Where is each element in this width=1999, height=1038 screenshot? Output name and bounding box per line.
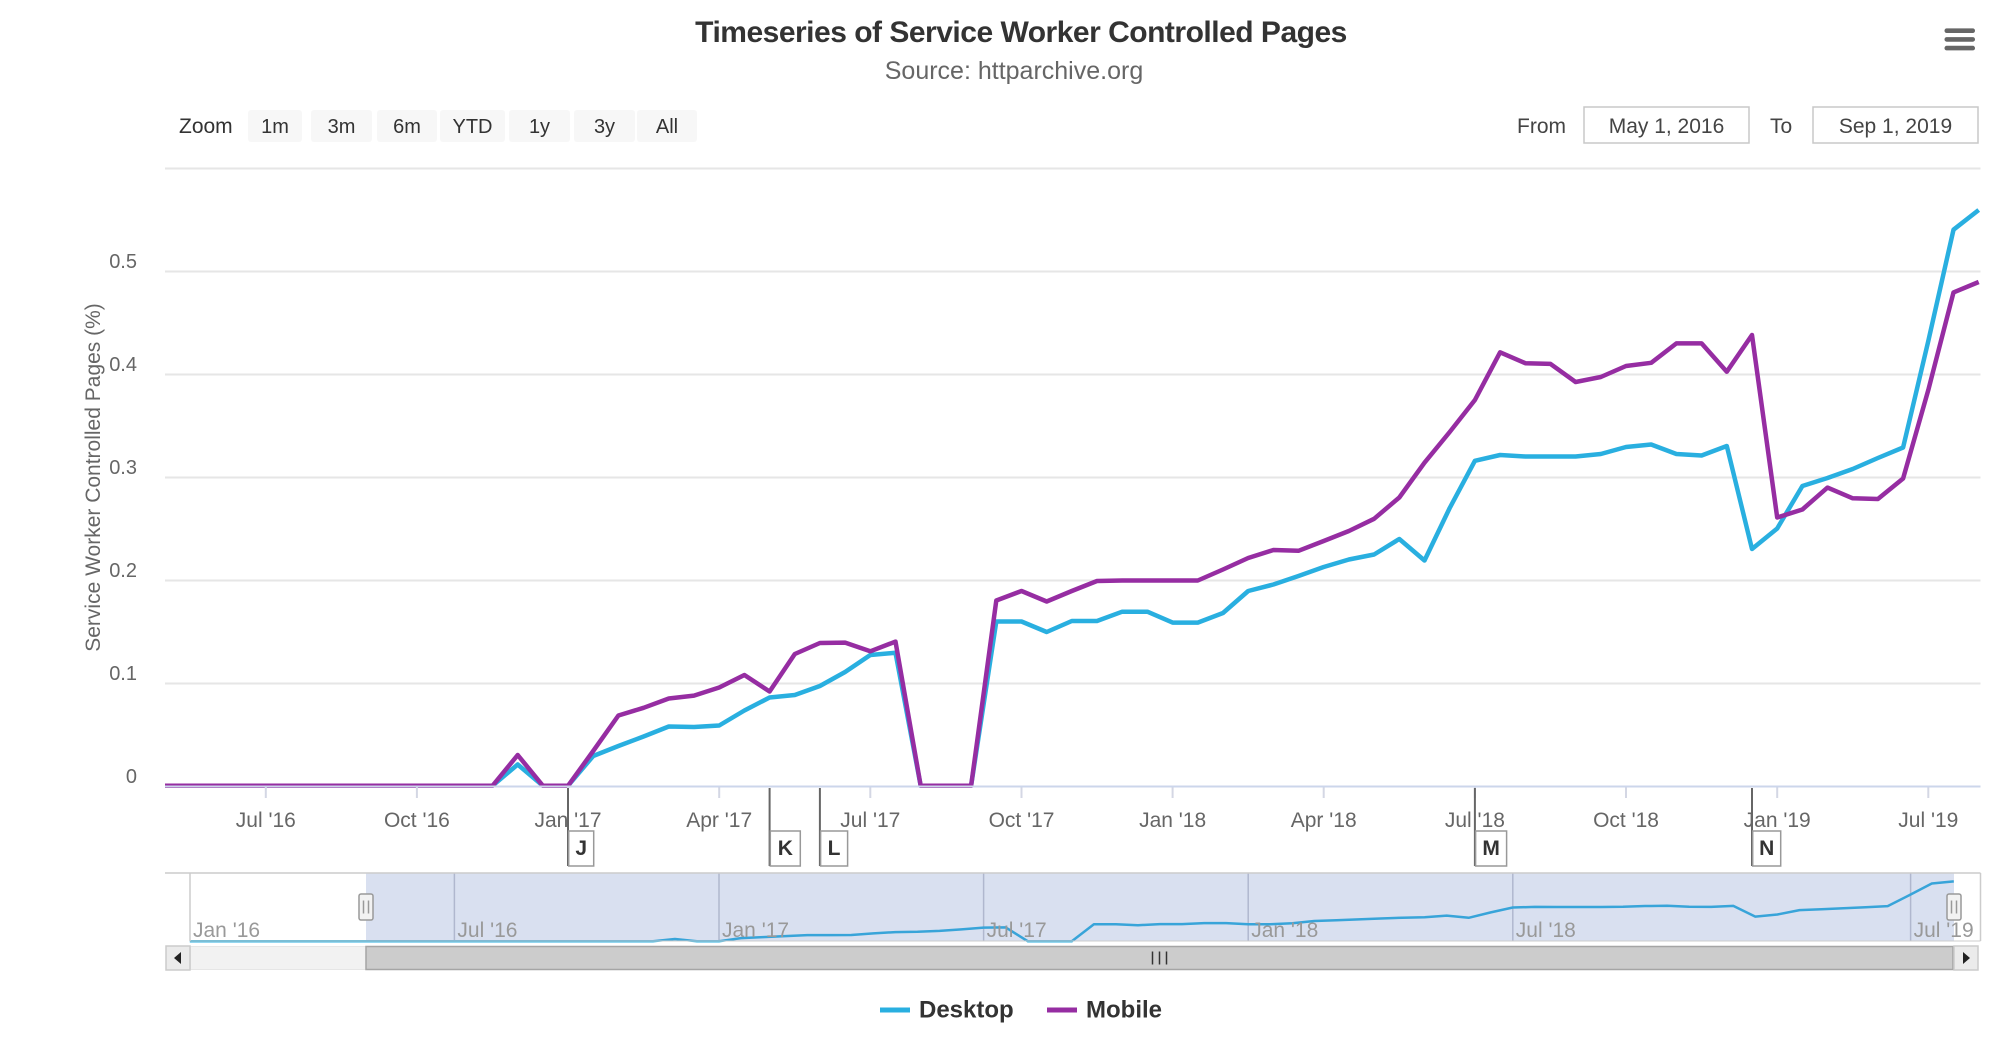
svg-text:Desktop: Desktop: [919, 997, 1014, 1024]
svg-text:Service Worker Controlled Page: Service Worker Controlled Pages (%): [82, 303, 105, 652]
svg-text:May 1, 2016: May 1, 2016: [1609, 115, 1725, 138]
svg-text:3y: 3y: [594, 116, 615, 138]
svg-text:3m: 3m: [328, 116, 356, 138]
svg-text:All: All: [656, 116, 678, 138]
svg-text:Jul '16: Jul '16: [457, 919, 517, 942]
svg-text:Oct '16: Oct '16: [384, 809, 450, 832]
svg-text:Mobile: Mobile: [1086, 997, 1162, 1024]
svg-text:0.1: 0.1: [109, 663, 137, 685]
svg-text:Timeseries of Service Worker C: Timeseries of Service Worker Controlled …: [695, 16, 1347, 49]
svg-text:Jul '18: Jul '18: [1516, 919, 1576, 942]
svg-text:Jul '16: Jul '16: [236, 809, 296, 832]
svg-text:Apr '18: Apr '18: [1291, 809, 1357, 832]
svg-text:Jul '19: Jul '19: [1898, 809, 1958, 832]
svg-text:Jul '17: Jul '17: [987, 919, 1047, 942]
svg-text:Zoom: Zoom: [179, 115, 233, 138]
svg-text:Source: httparchive.org: Source: httparchive.org: [885, 57, 1143, 85]
svg-text:Oct '17: Oct '17: [989, 809, 1055, 832]
svg-text:K: K: [778, 837, 793, 860]
svg-text:6m: 6m: [393, 116, 421, 138]
svg-text:0: 0: [126, 766, 137, 788]
svg-text:Jan '19: Jan '19: [1744, 809, 1811, 832]
svg-text:Jan '18: Jan '18: [1139, 809, 1206, 832]
svg-text:1y: 1y: [529, 116, 550, 138]
svg-text:From: From: [1517, 115, 1566, 138]
svg-text:0.5: 0.5: [109, 251, 137, 273]
svg-text:1m: 1m: [261, 116, 289, 138]
svg-text:Jan '16: Jan '16: [193, 919, 260, 942]
svg-text:To: To: [1770, 115, 1792, 138]
svg-text:M: M: [1482, 837, 1500, 860]
svg-text:L: L: [828, 837, 841, 860]
svg-text:YTD: YTD: [453, 116, 493, 138]
svg-text:Jul '19: Jul '19: [1914, 919, 1974, 942]
svg-text:0.3: 0.3: [109, 457, 137, 479]
svg-text:J: J: [575, 837, 587, 860]
svg-text:Oct '18: Oct '18: [1593, 809, 1659, 832]
svg-text:0.2: 0.2: [109, 560, 137, 582]
svg-text:Jan '18: Jan '18: [1251, 919, 1318, 942]
svg-text:N: N: [1759, 837, 1774, 860]
svg-text:Sep 1, 2019: Sep 1, 2019: [1839, 115, 1952, 138]
svg-text:Jul '17: Jul '17: [840, 809, 900, 832]
svg-text:Jan '17: Jan '17: [722, 919, 789, 942]
svg-text:0.4: 0.4: [109, 354, 137, 376]
svg-text:Apr '17: Apr '17: [686, 809, 752, 832]
